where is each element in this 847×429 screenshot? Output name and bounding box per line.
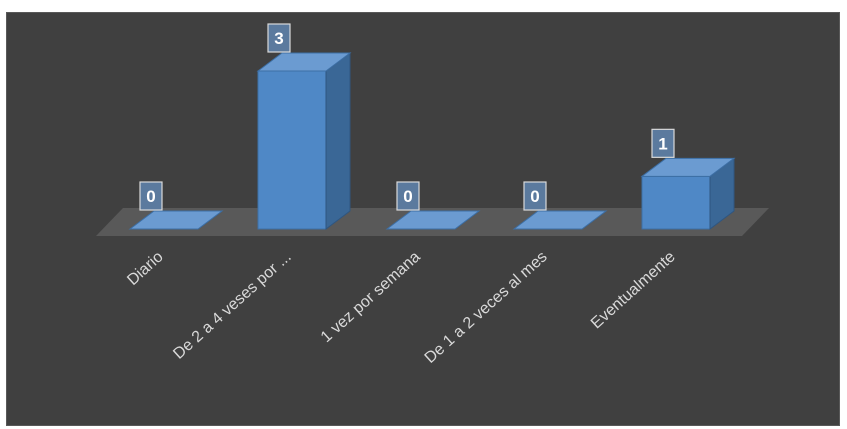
data-label-box — [139, 181, 163, 211]
data-label-1: 0 — [139, 181, 163, 211]
data-label-box — [396, 181, 420, 211]
data-label-text: 1 — [658, 134, 667, 153]
bar-3 — [385, 210, 481, 230]
bar-top — [128, 210, 224, 230]
bar-4 — [512, 210, 608, 230]
bar-5 — [640, 157, 736, 230]
data-label-2: 3 — [267, 23, 291, 53]
bar-top — [256, 52, 352, 72]
data-label-text: 0 — [530, 187, 539, 206]
data-label-text: 0 — [146, 187, 155, 206]
category-label-3: 1 vez por semana — [318, 248, 424, 346]
bar-front — [257, 70, 327, 230]
data-label-box — [523, 181, 547, 211]
category-label-5: Eventualmente — [588, 248, 679, 332]
data-label-4: 0 — [523, 181, 547, 211]
bar-front — [641, 175, 711, 230]
category-label-1: Diario — [124, 248, 167, 289]
data-label-5: 1 — [651, 128, 675, 158]
data-label-3: 0 — [396, 181, 420, 211]
data-label-text: 3 — [274, 29, 283, 48]
category-label-4: De 1 a 2 veces al mes — [422, 248, 551, 367]
bar-top — [640, 157, 736, 177]
data-label-box — [651, 128, 675, 158]
category-label-2: De 2 a 4 veses por ... — [170, 248, 294, 362]
bar-top — [512, 210, 608, 230]
bar-2 — [256, 52, 352, 230]
bar-top — [385, 210, 481, 230]
data-label-text: 0 — [403, 187, 412, 206]
bar-side — [325, 52, 351, 230]
bar-1 — [128, 210, 224, 230]
data-label-box — [267, 23, 291, 53]
